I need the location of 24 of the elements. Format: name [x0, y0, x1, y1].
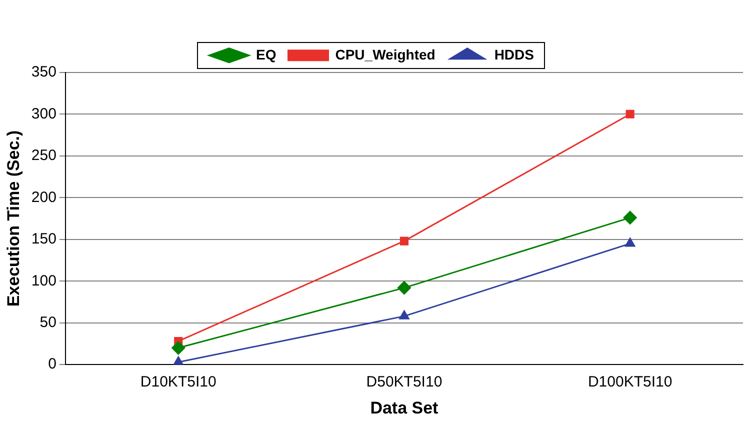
point	[626, 110, 634, 118]
y-tick-label: 200	[31, 188, 56, 206]
y-tick-label: 300	[31, 105, 56, 122]
y-tick-label: 0	[48, 356, 56, 373]
x-tick-label: D10KT5I10	[140, 374, 216, 391]
legend-label: CPU_Weighted	[335, 46, 436, 62]
legend-label: HDDS	[494, 46, 534, 62]
y-tick-label: 150	[31, 230, 56, 248]
point	[173, 356, 184, 365]
y-tick-label: 50	[40, 314, 56, 331]
y-axis-title: Execution Time (Sec.)	[4, 130, 23, 307]
y-tick-label: 100	[31, 272, 56, 290]
point	[172, 341, 186, 355]
y-tick-label: 350	[31, 64, 56, 81]
point	[624, 238, 636, 247]
x-tick-label: D100KT5I10	[588, 374, 672, 391]
legend-label: EQ	[256, 46, 276, 62]
point	[397, 281, 411, 295]
point	[399, 310, 410, 320]
point	[623, 210, 637, 224]
x-axis-title: Data Set	[370, 398, 439, 418]
y-tick-label: 250	[31, 147, 56, 164]
point	[400, 236, 408, 246]
x-tick-label: D50KT5I10	[366, 374, 442, 391]
